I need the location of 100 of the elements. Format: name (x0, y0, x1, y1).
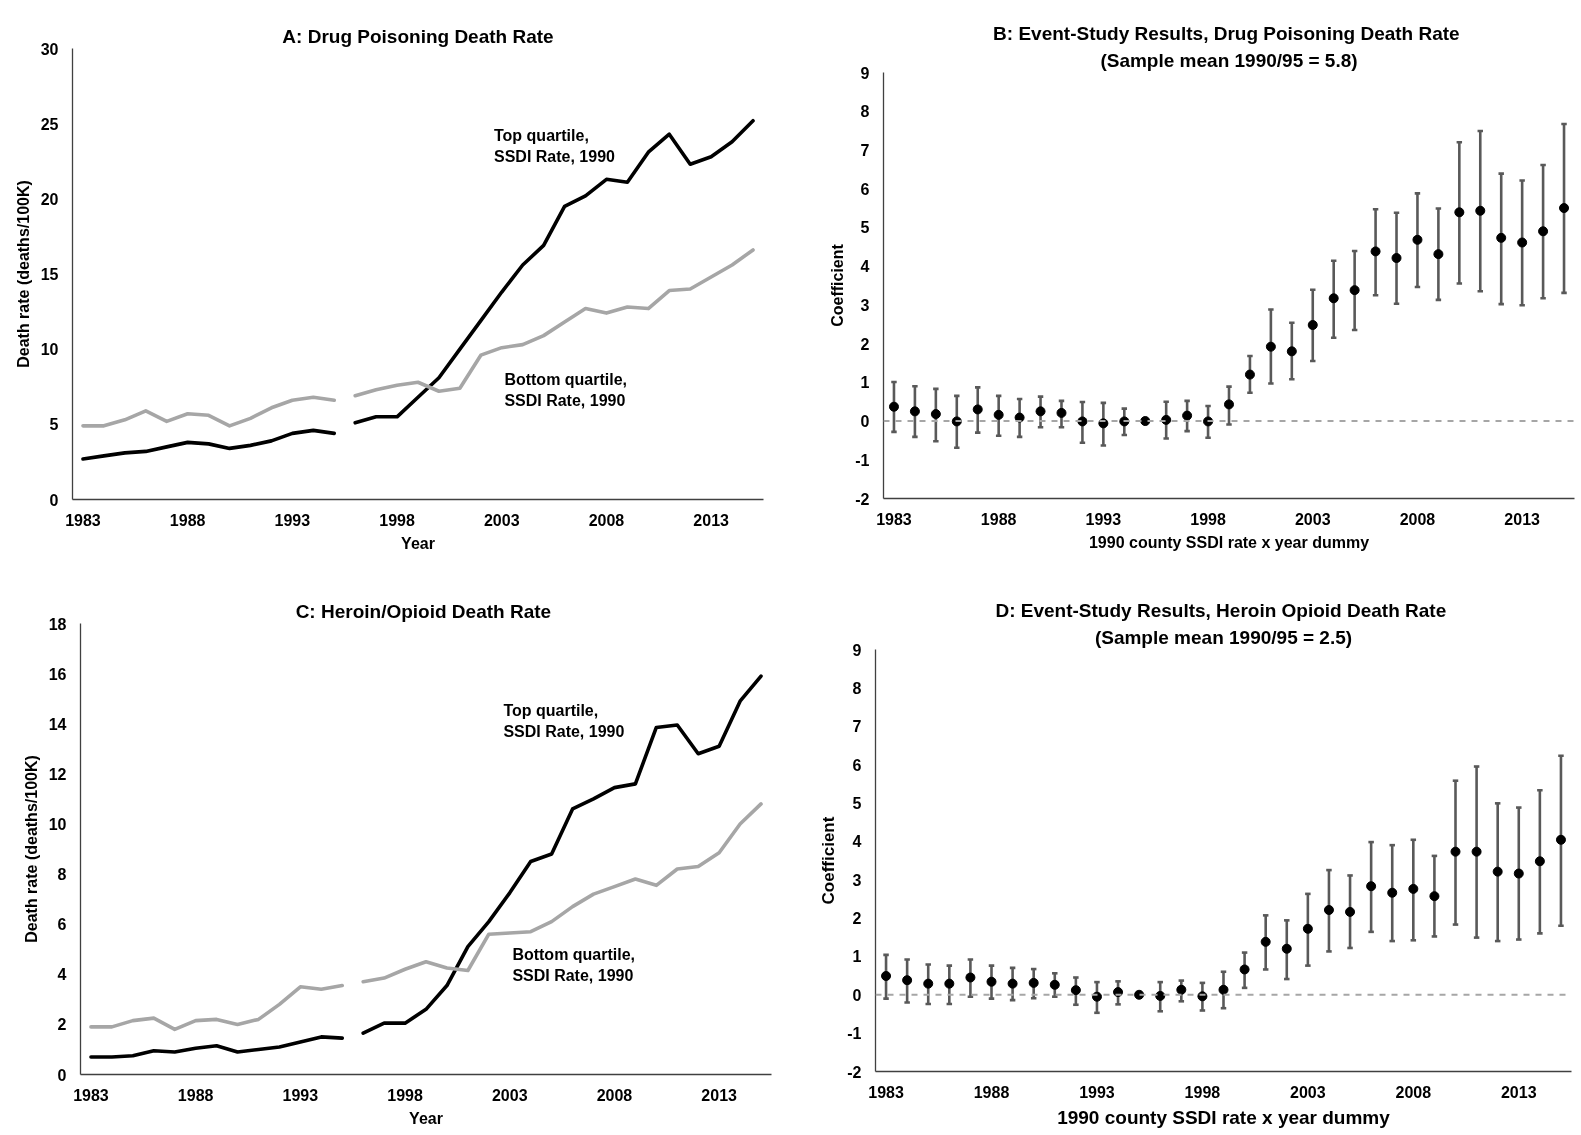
point (1387, 887, 1398, 898)
point (1239, 964, 1250, 975)
series-label: Bottom quartile, SSDI Rate, 1990 (512, 945, 636, 984)
x-tick-label: 1983 (876, 510, 912, 528)
point (930, 409, 941, 420)
x-tick-label: 1983 (65, 511, 101, 529)
point (1035, 406, 1046, 417)
x-tick-label: 2008 (588, 511, 625, 529)
y-tick-label: 0 (49, 491, 59, 509)
y-tick-label: 7 (860, 141, 870, 159)
y-tick-label: 14 (48, 715, 67, 733)
point (1349, 285, 1360, 296)
chart-title: B: Event-Study Results, Drug Poisoning Death Rate (993, 22, 1460, 44)
point (1391, 253, 1402, 263)
y-tick-label: 8 (57, 866, 67, 884)
y-tick-label: 5 (860, 219, 870, 237)
point (1559, 203, 1570, 214)
point (1049, 979, 1060, 990)
series-label: Top quartile, SSDI Rate, 1990 (494, 127, 616, 166)
y-tick-label: 5 (852, 794, 862, 812)
x-tick-label: 1983 (73, 1086, 109, 1104)
point (1328, 293, 1339, 304)
point (909, 406, 920, 417)
y-tick-label: 18 (48, 615, 67, 633)
point (1538, 226, 1549, 237)
y-tick-label: 20 (40, 190, 59, 208)
x-tick-label: 1993 (1085, 510, 1122, 528)
y-axis-title: Coefficient (819, 816, 839, 905)
chart-subtitle: (Sample mean 1990/95 = 5.8) (1100, 49, 1358, 71)
point (1433, 249, 1444, 260)
x-tick-label: 2008 (1395, 1083, 1432, 1101)
y-axis-title: Coefficient (829, 243, 847, 327)
x-tick-label: 2003 (1290, 1083, 1326, 1101)
y-tick-label: 6 (860, 180, 870, 198)
x-axis-title: Year (401, 534, 435, 552)
line-series (353, 118, 755, 425)
point (965, 972, 976, 983)
point (923, 978, 934, 989)
line-series (361, 674, 763, 1035)
point (1218, 984, 1229, 995)
y-tick-label: 5 (49, 416, 59, 434)
y-tick-label: 25 (40, 115, 59, 133)
y-tick-label: 3 (852, 871, 862, 889)
point (993, 409, 1004, 420)
point (1534, 856, 1545, 867)
y-axis-title: Death rate (deaths/100K) (22, 755, 40, 943)
y-tick-label: 4 (57, 966, 67, 984)
x-tick-label: 1993 (282, 1086, 319, 1104)
point (1244, 369, 1255, 380)
line-series (81, 395, 337, 428)
x-tick-label: 1993 (274, 511, 311, 529)
x-tick-label: 1998 (1184, 1083, 1221, 1101)
point (1323, 905, 1334, 915)
y-tick-label: 2 (852, 910, 862, 928)
point (1140, 416, 1151, 427)
point (1370, 246, 1381, 257)
series-label: Bottom quartile, SSDI Rate, 1990 (504, 370, 628, 409)
x-tick-label: 2008 (1399, 510, 1436, 528)
y-tick-label: 1 (860, 374, 870, 392)
x-tick-label: 1983 (868, 1083, 904, 1101)
y-tick-label: 16 (48, 665, 67, 683)
point (1307, 320, 1318, 330)
y-tick-label: 30 (40, 40, 59, 58)
y-tick-label: 2 (57, 1016, 67, 1034)
point (972, 404, 983, 415)
point (1555, 834, 1566, 845)
y-tick-label: 10 (48, 815, 67, 833)
point (1007, 978, 1018, 989)
x-tick-label: 1988 (973, 1083, 1010, 1101)
y-tick-label: 4 (852, 833, 862, 851)
point (1056, 407, 1067, 418)
x-tick-label: 2013 (701, 1086, 738, 1104)
point (1224, 399, 1234, 410)
line-series (361, 802, 763, 984)
y-tick-label: 7 (852, 718, 862, 736)
y-tick-label: 9 (860, 64, 870, 82)
y-tick-label: 6 (57, 916, 67, 934)
chart-title: A: Drug Poisoning Death Rate (282, 25, 554, 47)
point (1260, 936, 1271, 947)
point (1429, 891, 1440, 902)
y-tick-label: 0 (852, 986, 862, 1004)
chart-title: D: Event-Study Results, Heroin Opioid Death Rate (995, 599, 1447, 621)
y-axis-title: Death rate (deaths/100K) (14, 180, 32, 368)
line-series (89, 1035, 345, 1059)
y-tick-label: 10 (40, 341, 59, 359)
x-tick-label: 2013 (1504, 510, 1541, 528)
x-tick-label: 2003 (483, 511, 520, 529)
x-tick-label: 2008 (596, 1086, 633, 1104)
y-tick-label: 6 (852, 756, 862, 774)
line-series (89, 983, 345, 1032)
y-tick-label: -1 (855, 451, 870, 469)
x-tick-label: 2013 (693, 511, 730, 529)
x-tick-label: 1993 (1079, 1083, 1115, 1101)
point (1475, 205, 1486, 216)
y-tick-label: -2 (855, 490, 870, 508)
point (1412, 234, 1423, 245)
point (1408, 883, 1419, 894)
y-tick-label: 2 (860, 335, 870, 353)
x-tick-label: 1988 (980, 510, 1017, 528)
y-tick-label: 4 (860, 258, 870, 276)
